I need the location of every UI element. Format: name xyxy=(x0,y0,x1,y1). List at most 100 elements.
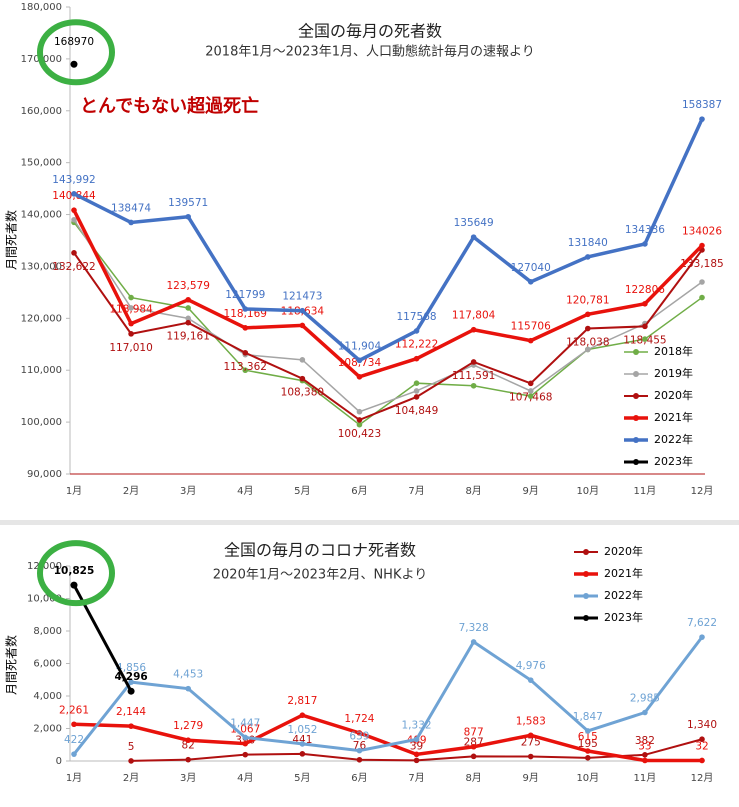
data-label: 1,279 xyxy=(173,720,203,732)
data-label: 118,455 xyxy=(623,334,666,346)
marker xyxy=(470,382,477,389)
y-tick-label: 4,000 xyxy=(33,691,62,702)
marker xyxy=(71,207,77,213)
y-axis-label: 月間死者数 xyxy=(4,635,19,695)
marker xyxy=(356,373,363,380)
data-label: 117568 xyxy=(396,311,436,323)
data-label: 100,423 xyxy=(338,428,381,440)
y-tick-label: 0 xyxy=(56,756,62,767)
marker xyxy=(699,116,705,122)
marker xyxy=(585,755,591,761)
data-label: 127040 xyxy=(511,262,551,274)
marker xyxy=(128,758,134,764)
marker xyxy=(242,325,249,331)
y-tick-label: 120,000 xyxy=(21,313,62,324)
marker xyxy=(185,315,191,322)
marker xyxy=(642,241,648,247)
data-label: 107,468 xyxy=(509,391,552,403)
marker xyxy=(699,279,705,285)
data-label: 10,825 xyxy=(54,565,95,577)
data-label: 33 xyxy=(638,740,651,752)
y-tick-label: 150,000 xyxy=(21,158,62,169)
data-label: 5 xyxy=(128,741,135,753)
marker xyxy=(185,213,191,220)
x-tick-label: 1月 xyxy=(66,772,82,784)
marker xyxy=(413,757,420,764)
marker xyxy=(185,319,191,326)
marker xyxy=(299,357,306,363)
marker xyxy=(470,359,477,365)
x-tick-label: 10月 xyxy=(576,772,599,784)
marker xyxy=(356,747,363,754)
y-tick-label: 140,000 xyxy=(21,210,62,221)
data-label: 2,985 xyxy=(630,692,660,704)
series-line xyxy=(72,636,704,756)
marker xyxy=(70,581,78,589)
x-tick-label: 8月 xyxy=(465,485,481,497)
marker xyxy=(585,311,591,318)
data-label: 195 xyxy=(578,738,598,750)
marker xyxy=(527,732,534,739)
marker xyxy=(71,191,77,197)
y-tick-label: 6,000 xyxy=(33,659,62,670)
x-tick-label: 9月 xyxy=(523,772,539,784)
marker xyxy=(413,394,420,400)
marker xyxy=(699,757,705,764)
data-label: 82 xyxy=(181,740,194,752)
marker xyxy=(527,753,534,760)
data-label: 1,340 xyxy=(687,719,717,731)
marker xyxy=(128,219,134,226)
data-label: 1,847 xyxy=(573,711,603,723)
data-label: 2,144 xyxy=(116,706,146,718)
data-label: 135649 xyxy=(454,217,494,229)
marker xyxy=(585,748,591,754)
marker xyxy=(299,307,306,314)
series-line xyxy=(73,221,703,426)
legend-marker xyxy=(633,437,639,443)
marker xyxy=(413,355,420,362)
marker xyxy=(470,753,477,760)
data-label: 4,453 xyxy=(173,669,203,681)
data-label: 118,038 xyxy=(566,337,609,349)
x-tick-label: 12月 xyxy=(691,485,714,497)
series-line xyxy=(72,209,704,379)
annotation: とんでもない超過死亡 xyxy=(80,95,259,117)
legend-marker xyxy=(583,549,589,555)
legend-marker xyxy=(633,459,639,465)
marker xyxy=(242,751,249,758)
legend-label: 2020年 xyxy=(604,544,643,558)
marker xyxy=(128,679,134,685)
marker xyxy=(185,305,191,311)
marker xyxy=(242,306,249,312)
x-tick-label: 5月 xyxy=(294,485,310,497)
x-tick-label: 9月 xyxy=(523,485,539,497)
data-label: 639 xyxy=(349,731,369,743)
data-label: 117,804 xyxy=(452,310,496,322)
marker xyxy=(585,728,591,734)
highlight-ring xyxy=(37,540,115,607)
data-label: 4,296 xyxy=(114,671,147,683)
marker xyxy=(185,296,191,303)
data-label: 143,992 xyxy=(52,174,95,186)
marker xyxy=(71,216,77,223)
y-tick-label: 130,000 xyxy=(21,261,62,272)
legend-label: 2021年 xyxy=(604,566,643,580)
marker xyxy=(470,234,477,240)
marker xyxy=(527,393,534,399)
x-tick-label: 8月 xyxy=(465,772,481,784)
data-label: 1,052 xyxy=(287,724,317,736)
marker xyxy=(699,736,705,743)
marker xyxy=(242,349,249,356)
x-tick-label: 3月 xyxy=(180,772,196,784)
series-line xyxy=(73,249,703,422)
data-label: 382 xyxy=(635,735,655,747)
series-line xyxy=(73,118,704,363)
marker xyxy=(527,677,534,683)
data-label: 118,984 xyxy=(109,304,153,316)
marker xyxy=(71,250,77,256)
data-label: 117,010 xyxy=(109,342,152,354)
marker xyxy=(585,325,591,332)
marker xyxy=(128,294,134,301)
marker xyxy=(413,736,420,743)
marker xyxy=(71,751,77,757)
